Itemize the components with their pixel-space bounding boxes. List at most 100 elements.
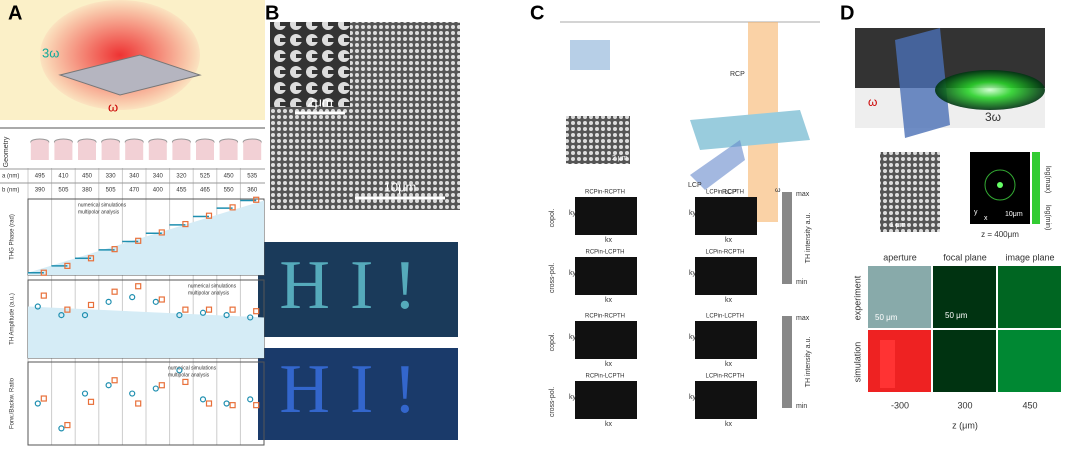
cell: 450 [224,174,235,180]
cell: 340 [153,174,164,180]
y-axis-label: TH Amplitude (a.u.) [10,293,16,345]
cell: 465 [200,188,211,194]
pillar [78,142,96,160]
image-content: HI! [279,247,436,324]
axis-label: ky [569,394,577,401]
column-label: image plane [1005,252,1054,262]
scale-label: 2μm [307,94,333,109]
row-label: cross-pol. [549,263,556,293]
scale-label: 10μm [384,179,417,194]
legend-entry: numerical simulations [188,283,237,289]
label: ω [775,187,781,194]
axis-label: ky [689,270,697,277]
k-space-image [575,381,637,419]
schematic [570,40,610,70]
pillar [196,142,214,160]
image [868,330,931,392]
label: ω [108,99,118,114]
cell: 410 [58,174,69,180]
scale-label: 50 μm [875,313,898,322]
marker [64,421,71,429]
marker [152,298,159,305]
marker [40,395,47,402]
k-space-image [695,321,757,359]
cell: 535 [247,174,258,180]
cell: 505 [58,188,69,194]
label: log(max) [1044,166,1051,193]
row-label: experiment [852,275,862,320]
marker [34,400,41,407]
marker [129,390,136,397]
marker [111,377,118,384]
sem-inset [270,22,350,107]
axis-label: kx [605,297,613,304]
marker [229,204,236,211]
cell: 320 [176,174,187,180]
axis-label: ky [569,334,577,341]
panel-label: B [265,2,279,24]
y-axis-label: THG Phase (rad) [10,214,16,260]
marker [253,402,260,409]
legend-entry: multipolar analysis [188,290,230,296]
marker [111,288,118,295]
marker [247,396,254,403]
shape [880,340,895,388]
scale-label: 2 μm [612,155,628,162]
pillar [219,142,238,160]
marker [199,396,207,403]
metasurface [895,28,950,138]
marker [129,294,136,301]
k-space-image [575,257,637,295]
image-title: RCPin-LCPTH [585,250,624,256]
legend-entry: numerical simulations [78,202,127,208]
marker [182,306,189,313]
fill-area [28,306,264,358]
marker [182,220,189,228]
k-space-image [695,197,757,235]
label: RCP [722,189,737,196]
marker [229,306,236,313]
marker [223,400,230,407]
hologram-image [258,348,458,440]
marker [205,400,213,407]
marker [81,312,89,319]
cell: 505 [106,188,117,194]
marker [158,296,165,303]
image-title: LCPin-RCPTH [705,250,744,256]
sem-image [880,152,940,232]
label: RCP [730,71,745,78]
row-label: simulation [852,342,862,383]
marker [135,283,142,290]
colorbar-label: TH intensity a.u. [805,337,812,388]
axis-label: ky [569,270,577,277]
fill-area [28,200,264,275]
cell: 390 [35,188,46,194]
label: z = 400μm [981,230,1019,239]
colorbar [1032,152,1040,224]
marker [87,398,95,405]
marker [58,312,65,319]
axis-label: ky [569,210,577,217]
axis-label: ky [689,394,697,401]
panel-label: D [840,2,854,24]
cell: 400 [153,188,164,194]
y-axis-label: Forw./Backw. Ratio [10,377,16,429]
image-content: HI! [279,351,436,428]
cell: 380 [82,188,93,194]
label: log(min) [1044,205,1051,230]
image [998,266,1061,328]
marker [105,298,112,305]
axis-label: kx [725,297,733,304]
label: 3ω [985,110,1001,124]
marker [87,301,95,309]
cell: 455 [176,188,187,194]
row-header: b (nm) [2,188,19,194]
legend-entry: multipolar analysis [168,372,210,378]
axis-label: kx [725,237,733,244]
pillar [125,142,144,160]
k-space-image [695,257,757,295]
colorbar-min: min [796,403,807,410]
k-space-image [575,197,637,235]
marker [105,382,112,389]
row-label: copol. [549,333,556,352]
